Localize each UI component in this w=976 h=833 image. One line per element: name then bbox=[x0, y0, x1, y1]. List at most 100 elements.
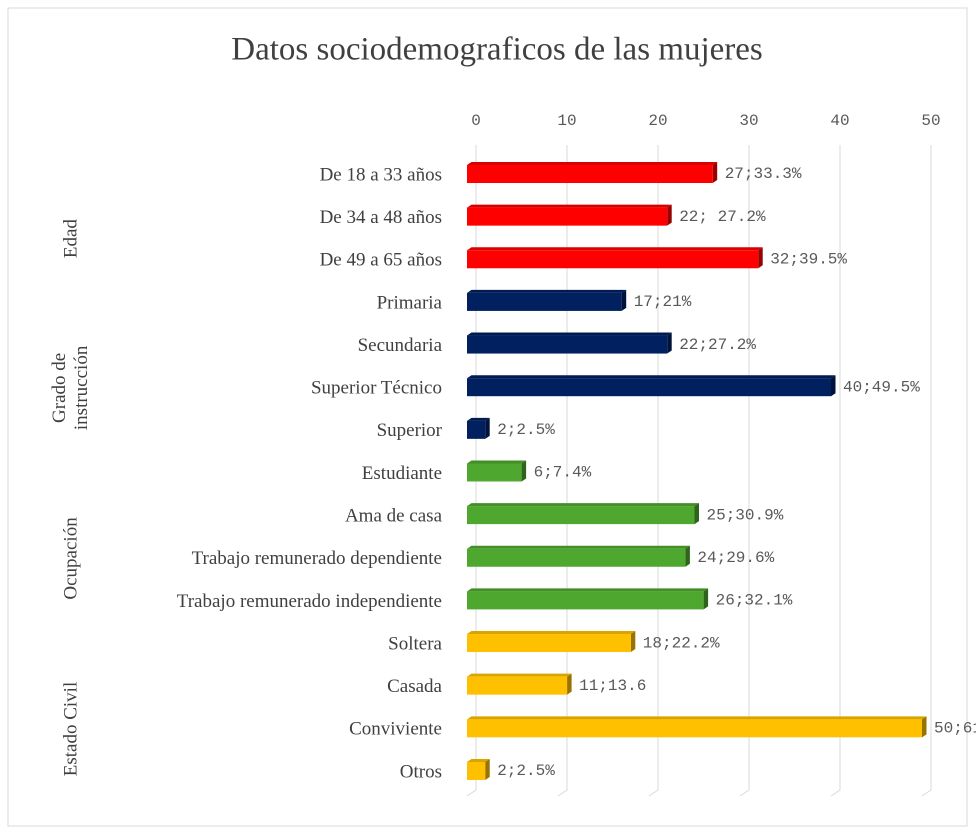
data-label: 2;2.5% bbox=[497, 421, 555, 439]
group-label: Edad bbox=[60, 219, 81, 259]
chart-title: Datos sociodemograficos de las mujeres bbox=[231, 32, 763, 68]
bar-face bbox=[467, 463, 522, 482]
bar-top bbox=[467, 545, 690, 549]
grid-line bbox=[830, 145, 841, 797]
data-label: 17;21% bbox=[634, 293, 692, 311]
bar bbox=[467, 204, 672, 226]
bar-face bbox=[467, 250, 759, 269]
bar-top bbox=[467, 631, 636, 635]
bar bbox=[467, 716, 927, 738]
grid-line bbox=[557, 145, 568, 797]
group-label: Estado Civil bbox=[60, 682, 81, 776]
y-tick-label: De 18 a 33 años bbox=[320, 164, 442, 185]
y-tick-label: Primaria bbox=[377, 292, 443, 313]
bar-side bbox=[485, 758, 490, 780]
bar-face bbox=[467, 591, 704, 610]
y-tick-label: Soltera bbox=[388, 633, 442, 654]
y-tick-label: Secundaria bbox=[358, 335, 443, 356]
y-tick-label: Casada bbox=[387, 676, 442, 697]
x-tick-label: 50 bbox=[921, 112, 940, 130]
grid-line bbox=[648, 145, 659, 797]
bar-side bbox=[831, 375, 836, 397]
group-label: Ocupación bbox=[60, 517, 81, 600]
bar-top bbox=[467, 588, 709, 592]
x-tick-label: 40 bbox=[830, 112, 849, 130]
bar-top bbox=[467, 716, 927, 720]
data-label: 22; 27.2% bbox=[679, 208, 766, 226]
y-tick-label: Otros bbox=[400, 761, 442, 782]
data-label: 11;13.6 bbox=[579, 677, 646, 695]
bar-face bbox=[467, 634, 631, 653]
bar-face bbox=[467, 548, 686, 567]
bar-face bbox=[467, 761, 486, 780]
bar bbox=[467, 631, 636, 653]
bar-face bbox=[467, 420, 486, 439]
y-tick-label: De 49 a 65 años bbox=[320, 250, 442, 271]
bar-side bbox=[621, 289, 627, 311]
bar bbox=[467, 758, 490, 780]
bar bbox=[467, 332, 672, 354]
y-tick-label: Estudiante bbox=[362, 463, 442, 484]
bar-face bbox=[467, 719, 922, 738]
bar-side bbox=[567, 673, 572, 695]
bar-top bbox=[467, 673, 572, 677]
data-label: 26;32.1% bbox=[716, 592, 793, 610]
bar bbox=[467, 162, 718, 183]
bar bbox=[467, 673, 572, 695]
bar bbox=[467, 247, 763, 269]
y-tick-label: De 34 a 48 años bbox=[320, 207, 442, 228]
bar bbox=[467, 545, 690, 567]
grid-line bbox=[921, 145, 932, 797]
bar-side bbox=[667, 204, 672, 226]
bar-side bbox=[758, 247, 763, 269]
grid-line bbox=[739, 145, 750, 797]
bar-top bbox=[467, 247, 763, 251]
bar-side bbox=[922, 716, 927, 738]
data-label: 25;30.9% bbox=[707, 506, 784, 524]
data-label: 50;61.7% bbox=[934, 720, 976, 738]
y-tick-label: Trabajo remunerado independiente bbox=[177, 591, 442, 612]
data-label: 18;22.2% bbox=[643, 634, 720, 652]
bar-face bbox=[467, 335, 668, 354]
y-tick-label: Superior Técnico bbox=[311, 378, 442, 399]
bar-side bbox=[694, 503, 699, 525]
bar-side bbox=[712, 162, 718, 183]
bar-top bbox=[467, 204, 672, 208]
bar-top bbox=[467, 162, 718, 165]
x-tick-label: 30 bbox=[739, 112, 758, 130]
bar-face bbox=[467, 207, 668, 226]
bar-face bbox=[467, 292, 622, 311]
bar-top bbox=[467, 503, 699, 507]
data-label: 32;39.5% bbox=[770, 250, 847, 268]
bar-side bbox=[485, 417, 490, 439]
x-tick-label: 0 bbox=[471, 112, 481, 130]
bar-side bbox=[685, 545, 690, 567]
y-tick-label: Superior bbox=[377, 420, 443, 441]
bar-side bbox=[703, 588, 709, 610]
data-label: 2;2.5% bbox=[497, 762, 555, 780]
data-label: 40;49.5% bbox=[843, 378, 920, 396]
bar-top bbox=[467, 289, 627, 293]
bar-top bbox=[467, 417, 490, 421]
bar bbox=[467, 460, 527, 482]
y-tick-label: Ama de casa bbox=[345, 505, 443, 526]
data-label: 24;29.6% bbox=[697, 549, 774, 567]
bar-face bbox=[467, 676, 568, 695]
data-label: 27;33.3% bbox=[725, 165, 802, 183]
chart-frame bbox=[7, 7, 968, 827]
bar-face bbox=[467, 378, 831, 397]
data-label: 6;7.4% bbox=[534, 464, 592, 482]
bar-top bbox=[467, 758, 490, 762]
x-tick-label: 10 bbox=[557, 112, 576, 130]
bar-side bbox=[521, 460, 527, 482]
data-label: 22;27.2% bbox=[679, 336, 756, 354]
bar-side bbox=[667, 332, 672, 354]
bar bbox=[467, 375, 836, 397]
bar-top bbox=[467, 460, 527, 464]
bar-face bbox=[467, 506, 695, 525]
bar bbox=[467, 503, 699, 525]
bar bbox=[467, 289, 627, 311]
bar-top bbox=[467, 332, 672, 336]
x-tick-label: 20 bbox=[648, 112, 667, 130]
